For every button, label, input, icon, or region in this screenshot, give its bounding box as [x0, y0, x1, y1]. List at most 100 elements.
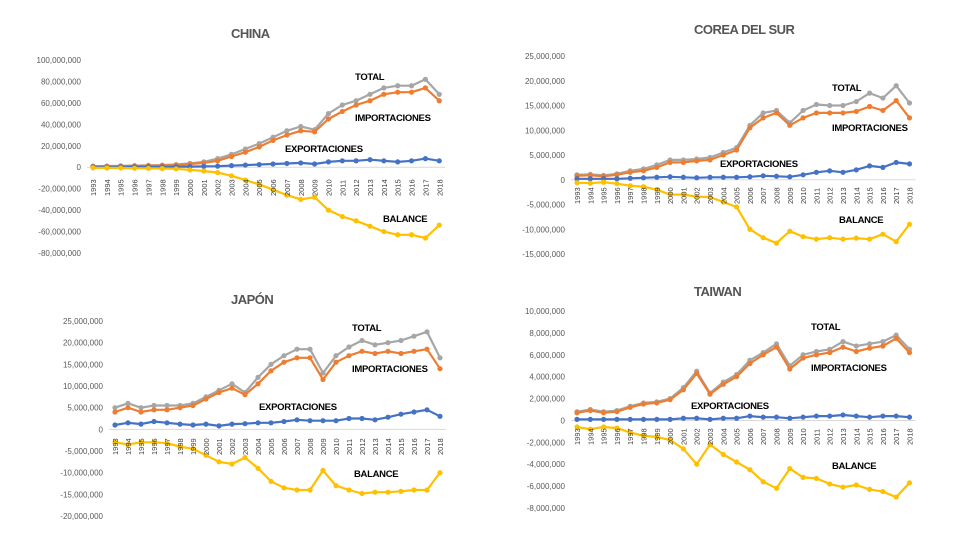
data-point-balance — [145, 165, 151, 171]
data-point-importaciones — [654, 400, 660, 406]
chart-panel-china: CHINA 100,000,000 80,000,000 60,000,000 40,… — [0, 0, 487, 273]
data-point-importaciones — [640, 401, 647, 407]
x-tick-label: 2008 — [297, 179, 306, 196]
x-tick-label: 2011 — [812, 188, 821, 204]
data-point-exportaciones — [614, 416, 620, 422]
data-point-importaciones — [112, 409, 118, 415]
data-point-exportaciones — [734, 415, 740, 421]
data-point-importaciones — [256, 144, 262, 150]
data-point-importaciones — [787, 366, 793, 372]
x-tick-label: 2001 — [200, 179, 209, 196]
series-label-balance: BALANCE — [383, 214, 427, 225]
y-tick-label: 40,000,000 — [41, 120, 82, 129]
x-tick-label: 1995 — [137, 438, 146, 455]
x-tick-label: 2013 — [366, 179, 375, 196]
data-point-importaciones — [436, 98, 442, 104]
data-point-total — [436, 91, 442, 97]
data-point-exportaciones — [867, 414, 873, 420]
data-point-total — [408, 83, 415, 89]
data-point-balance — [654, 187, 660, 193]
data-point-balance — [601, 179, 607, 185]
chart-title: JAPÓN — [231, 292, 274, 307]
data-point-importaciones — [284, 132, 290, 138]
data-point-total — [138, 405, 144, 411]
data-point-exportaciones — [268, 420, 274, 426]
data-point-total — [281, 353, 287, 359]
data-point-importaciones — [906, 115, 913, 121]
data-point-balance — [800, 234, 806, 240]
x-tick-label: 2007 — [293, 438, 302, 455]
x-tick-label: 2015 — [866, 428, 875, 445]
data-point-exportaciones — [422, 156, 428, 162]
x-tick-label: 2009 — [786, 187, 795, 204]
data-point-importaciones — [667, 397, 673, 403]
data-point-exportaciones — [627, 175, 633, 181]
y-tick-label: 5,000,000 — [67, 404, 103, 413]
data-point-exportaciones — [270, 161, 276, 167]
data-point-balance — [880, 231, 886, 237]
data-point-importaciones — [307, 355, 313, 361]
data-point-total — [268, 361, 274, 367]
data-point-total — [294, 346, 300, 352]
x-tick-label: 2008 — [306, 438, 315, 455]
data-point-total — [164, 402, 170, 409]
data-point-importaciones — [177, 405, 183, 411]
data-point-importaciones — [867, 345, 873, 351]
series-label-importaciones: IMPORTACIONES — [352, 364, 428, 375]
data-point-exportaciones — [385, 414, 391, 420]
x-tick-label: 2004 — [241, 179, 250, 196]
data-point-balance — [707, 441, 713, 448]
data-point-balance — [320, 467, 326, 474]
data-point-balance — [760, 479, 766, 485]
data-point-exportaciones — [284, 160, 290, 167]
data-point-exportaciones — [436, 158, 442, 164]
y-tick-label: 0 — [99, 425, 104, 434]
data-point-exportaciones — [893, 413, 899, 419]
x-tick-label: 2003 — [706, 428, 715, 445]
data-point-exportaciones — [353, 158, 359, 164]
data-point-exportaciones — [203, 421, 209, 427]
chart-panel-corea-del-sur: COREA DEL SUR 25,000,000 20,000,000 15,000… — [487, 0, 974, 273]
data-point-balance — [268, 478, 274, 484]
data-point-importaciones — [880, 343, 886, 349]
data-point-balance — [574, 180, 580, 186]
line-chart-corea-del-sur: 25,000,000 20,000,000 15,000,000 10,000,000… — [522, 52, 916, 259]
data-point-importaciones — [346, 353, 352, 359]
x-tick-label: 1995 — [117, 179, 126, 196]
data-point-balance — [173, 166, 179, 172]
data-point-exportaciones — [867, 163, 873, 169]
data-point-exportaciones — [312, 161, 318, 167]
data-point-balance — [190, 446, 196, 452]
data-point-balance — [680, 446, 686, 452]
x-tick-label: 2018 — [906, 187, 915, 204]
x-tick-label: 2003 — [706, 187, 715, 204]
data-point-exportaciones — [255, 420, 261, 426]
data-point-importaciones — [339, 108, 345, 115]
data-point-importaciones — [372, 350, 378, 357]
data-point-balance — [270, 187, 276, 193]
data-point-importaciones — [408, 89, 415, 95]
data-point-importaciones — [424, 346, 430, 352]
y-tick-label: -60,000,000 — [38, 228, 81, 237]
data-point-importaciones — [125, 405, 131, 411]
data-point-exportaciones — [694, 415, 700, 421]
data-point-importaciones — [694, 158, 700, 164]
data-point-exportaciones — [853, 167, 859, 173]
x-tick-label: 2014 — [384, 438, 393, 455]
series-label-total: TOTAL — [832, 83, 862, 94]
series-label-exportaciones: EXPORTACIONES — [285, 144, 363, 155]
series-line-importaciones — [92, 86, 441, 168]
data-point-balance — [773, 240, 780, 246]
x-tick-label: 1999 — [189, 438, 198, 455]
data-point-balance — [372, 489, 378, 495]
data-point-exportaciones — [813, 413, 819, 419]
x-tick-label: 1997 — [626, 187, 635, 204]
y-tick-label: 8,000,000 — [529, 329, 565, 338]
x-tick-label: 2004 — [254, 438, 263, 455]
data-point-balance — [813, 475, 819, 482]
data-point-balance — [131, 165, 138, 171]
data-point-exportaciones — [151, 418, 157, 425]
x-tick-label: 1995 — [600, 428, 609, 445]
data-point-importaciones — [333, 359, 339, 365]
data-point-balance — [422, 235, 428, 241]
